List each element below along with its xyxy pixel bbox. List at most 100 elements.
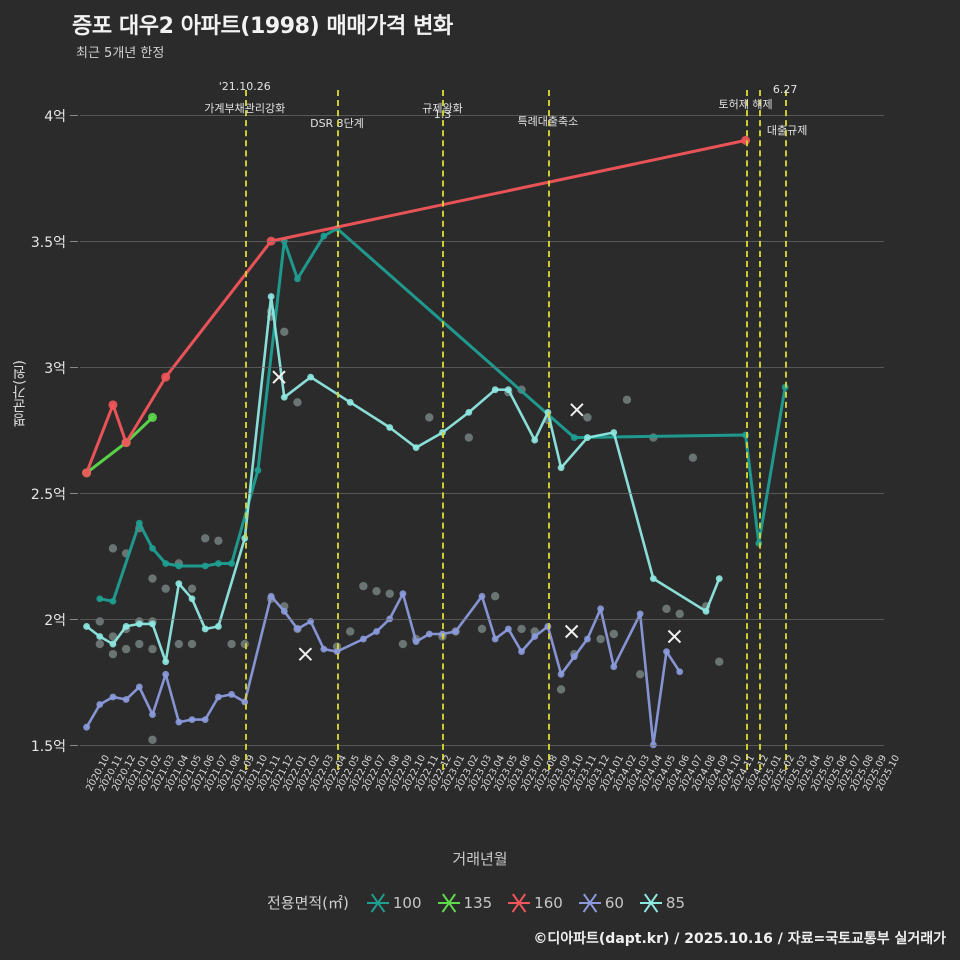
y-axis-tick-label: 2억 xyxy=(44,612,66,629)
series-160 xyxy=(82,135,751,478)
legend-item-100[interactable]: 100 xyxy=(366,893,422,913)
gridline xyxy=(80,115,884,117)
x-axis-tick xyxy=(837,778,839,783)
x-axis-tick xyxy=(785,778,787,783)
footer-credit: ©디아파트(dapt.kr) / 2025.10.16 / 자료=국토교통부 실… xyxy=(533,931,946,947)
policy-marker-line xyxy=(547,90,550,770)
policy-annotation-label: 규제완화 xyxy=(422,102,463,115)
x-axis-tick xyxy=(86,778,88,783)
x-axis-tick xyxy=(416,778,418,783)
page-title: 증포 대우2 아파트(1998) 매매가격 변화 xyxy=(72,14,453,39)
legend-item-85[interactable]: 85 xyxy=(639,893,685,913)
x-axis-tick xyxy=(534,778,536,783)
x-axis-tick xyxy=(587,778,589,783)
x-axis-tick xyxy=(692,778,694,783)
x-axis-tick xyxy=(376,778,378,783)
x-axis-tick xyxy=(824,778,826,783)
x-axis-tick xyxy=(257,778,259,783)
x-axis-tick xyxy=(455,778,457,783)
legend-item-135[interactable]: 135 xyxy=(437,893,493,913)
gridline xyxy=(80,241,884,243)
x-axis-tick xyxy=(271,778,273,783)
x-axis-tick xyxy=(482,778,483,783)
legend-marker-icon xyxy=(508,893,531,913)
x-axis-tick xyxy=(798,778,800,783)
x-axis-tick xyxy=(877,778,879,783)
x-axis-tick xyxy=(402,778,404,783)
x-axis-tick xyxy=(297,778,299,783)
legend-item-60[interactable]: 60 xyxy=(578,893,624,913)
gridline xyxy=(80,618,884,620)
legend-marker-icon xyxy=(578,893,601,913)
x-axis-tick xyxy=(732,778,734,783)
x-axis-tick xyxy=(244,778,246,783)
legend-marker-icon xyxy=(437,893,460,913)
x-axis-tick xyxy=(653,778,655,783)
y-axis-tick-label: 3.5억 xyxy=(30,235,66,252)
x-axis-tick xyxy=(350,778,352,783)
x-axis-tick xyxy=(139,778,141,783)
plot-area xyxy=(80,90,884,770)
x-axis-tick xyxy=(864,778,866,783)
page-subtitle: 최근 5개년 한정 xyxy=(76,46,165,61)
x-axis-tick xyxy=(613,778,615,783)
legend-marker-icon xyxy=(639,893,662,913)
legend-marker-icon xyxy=(366,893,389,913)
x-axis-tick xyxy=(323,778,325,783)
x-axis-tick xyxy=(600,778,602,783)
x-axis-tick xyxy=(429,778,431,783)
x-axis-tick xyxy=(666,778,668,783)
x-axis-tick xyxy=(310,778,312,783)
scatter-points xyxy=(95,307,724,744)
x-axis-tick xyxy=(178,778,180,783)
y-axis-tick-label: 3억 xyxy=(44,361,66,378)
gridline xyxy=(80,492,884,494)
y-axis-tick xyxy=(70,492,78,494)
chart-canvas xyxy=(82,135,789,749)
x-axis-tick xyxy=(284,778,286,783)
x-axis-tick xyxy=(337,778,339,783)
y-axis-tick-label: 2.5억 xyxy=(30,486,66,503)
series-60 xyxy=(83,590,684,749)
gridline xyxy=(80,744,884,746)
legend-label: 135 xyxy=(463,894,493,912)
x-axis-tick xyxy=(99,778,101,783)
y-axis-tick xyxy=(70,115,78,117)
series-85 xyxy=(83,293,723,666)
x-axis-title: 거래년월 xyxy=(452,850,508,868)
x-axis-tick xyxy=(679,778,681,783)
policy-marker-line xyxy=(442,90,445,770)
x-axis-tick xyxy=(745,778,747,783)
x-axis-tick xyxy=(205,778,207,783)
x-axis-tick xyxy=(468,778,470,783)
x-axis-tick xyxy=(771,778,773,783)
x-axis: 2020.10 2020.11 2020.12 2021.01 2021.02 2021.… xyxy=(80,753,903,858)
policy-marker-line xyxy=(745,90,748,770)
x-axis-tick xyxy=(851,778,853,783)
policy-annotation-date: '21.10.26 xyxy=(218,80,271,93)
x-axis-tick xyxy=(521,778,523,783)
x-axis-tick xyxy=(218,778,220,783)
x-axis-tick xyxy=(561,778,563,783)
legend-label: 160 xyxy=(534,894,563,912)
legend-item-160[interactable]: 160 xyxy=(508,893,563,913)
policy-annotation-date: 1.3 xyxy=(433,108,452,121)
x-axis-tick xyxy=(811,778,813,783)
x-axis-tick xyxy=(165,778,167,783)
x-axis-tick xyxy=(508,778,510,783)
y-axis-tick xyxy=(70,241,78,243)
x-axis-tick xyxy=(626,778,628,783)
x-axis-tick xyxy=(574,778,576,783)
chart-legend: 전용면적(㎡) 100 135 160 60 85 xyxy=(0,892,960,913)
x-axis-tick xyxy=(640,778,642,783)
policy-annotation-label: 대출규제 xyxy=(766,124,808,137)
policy-annotation-label: 특례대출축소 xyxy=(517,115,579,128)
y-axis-tick-label: 4억 xyxy=(44,109,66,126)
policy-annotation-label: 가계부채관리강화 xyxy=(204,102,286,115)
gridline xyxy=(80,367,884,369)
x-axis-tick xyxy=(719,778,721,783)
x-axis-tick xyxy=(363,778,365,783)
legend-label: 60 xyxy=(604,894,624,912)
x-axis-tick xyxy=(112,778,114,783)
